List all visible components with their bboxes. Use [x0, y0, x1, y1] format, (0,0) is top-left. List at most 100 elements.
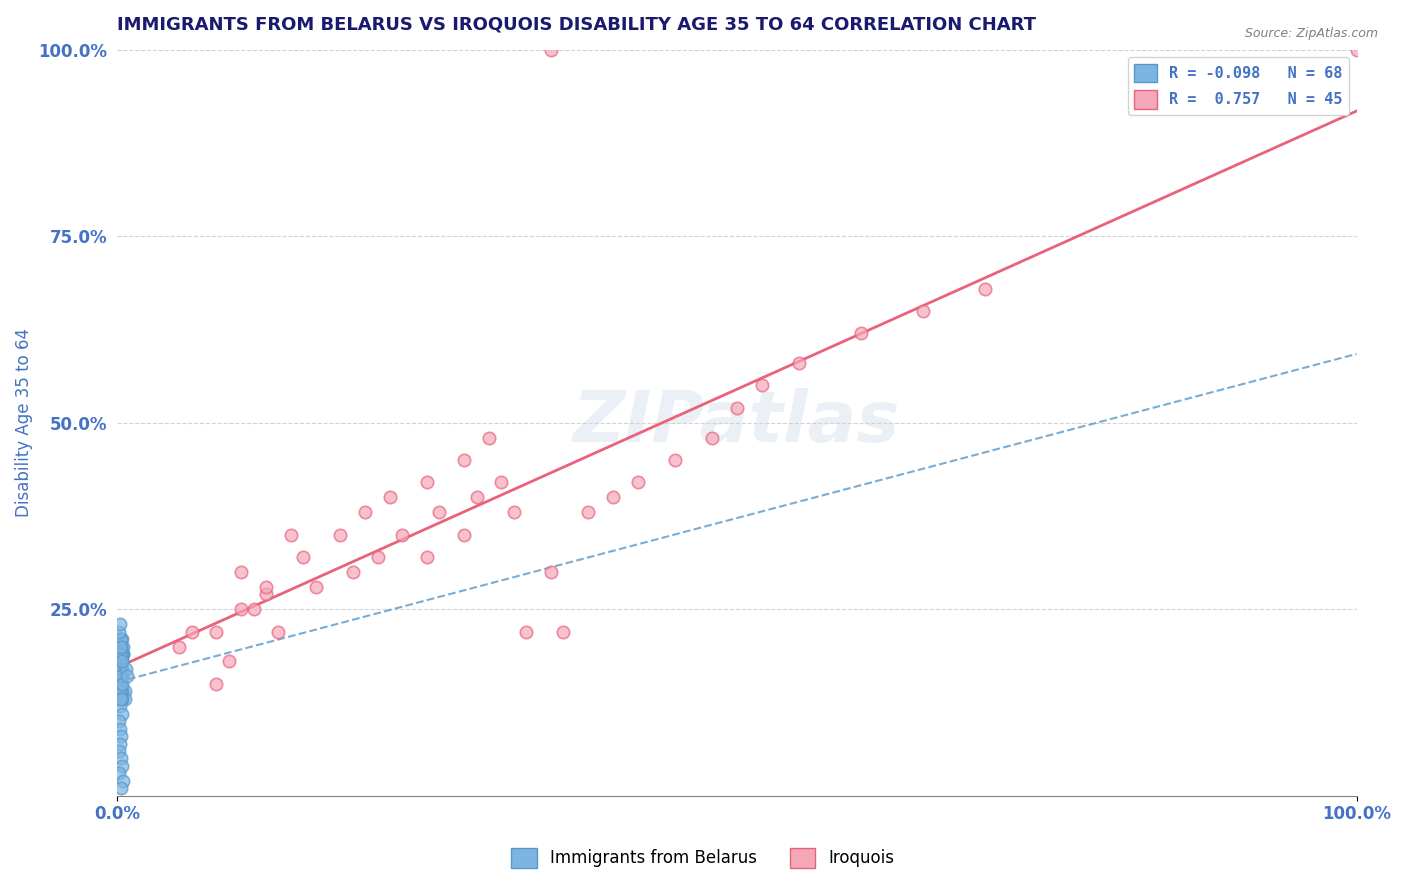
Point [378, 491, 401, 505]
Point [107, 677, 129, 691]
Point [112, 773, 135, 788]
Point [115, 662, 138, 676]
Point [416, 550, 439, 565]
Point [540, 43, 562, 57]
Point [911, 304, 934, 318]
Point [107, 766, 129, 780]
Point [218, 655, 240, 669]
Point [110, 677, 132, 691]
Point [110, 655, 132, 669]
Point [110, 662, 132, 676]
Point [111, 691, 134, 706]
Point [502, 505, 524, 519]
Y-axis label: Disability Age 35 to 64: Disability Age 35 to 64 [15, 328, 32, 517]
Point [114, 684, 136, 698]
Point [107, 714, 129, 728]
Point [107, 655, 129, 669]
Point [108, 669, 131, 683]
Point [111, 655, 134, 669]
Point [465, 491, 488, 505]
Point [664, 453, 686, 467]
Point [110, 640, 132, 654]
Point [453, 527, 475, 541]
Point [108, 699, 131, 714]
Point [973, 281, 995, 295]
Point [391, 527, 413, 541]
Point [108, 655, 131, 669]
Point [110, 669, 132, 683]
Point [110, 781, 132, 796]
Point [107, 662, 129, 676]
Point [231, 565, 253, 579]
Point [231, 602, 253, 616]
Point [108, 684, 131, 698]
Point [254, 587, 277, 601]
Point [254, 580, 277, 594]
Point [111, 684, 134, 698]
Text: ZIPatlas: ZIPatlas [574, 388, 901, 458]
Point [553, 624, 575, 639]
Point [108, 632, 131, 646]
Point [111, 647, 134, 661]
Point [108, 662, 131, 676]
Point [107, 744, 129, 758]
Point [111, 655, 134, 669]
Point [108, 669, 131, 683]
Point [429, 505, 451, 519]
Point [515, 624, 537, 639]
Point [108, 640, 131, 654]
Point [342, 565, 364, 579]
Point [304, 580, 326, 594]
Point [849, 326, 872, 341]
Point [205, 624, 228, 639]
Point [110, 647, 132, 661]
Point [108, 632, 131, 646]
Point [354, 505, 377, 519]
Point [725, 401, 748, 415]
Point [627, 475, 650, 490]
Point [416, 475, 439, 490]
Point [107, 691, 129, 706]
Point [110, 691, 132, 706]
Legend: R = -0.098   N = 68, R =  0.757   N = 45: R = -0.098 N = 68, R = 0.757 N = 45 [1128, 57, 1348, 114]
Point [540, 565, 562, 579]
Point [110, 655, 132, 669]
Point [110, 662, 132, 676]
Point [576, 505, 599, 519]
Point [108, 691, 131, 706]
Point [114, 691, 136, 706]
Point [110, 751, 132, 765]
Point [115, 669, 138, 683]
Point [167, 640, 190, 654]
Point [787, 356, 810, 370]
Point [107, 684, 129, 698]
Point [107, 624, 129, 639]
Point [242, 602, 264, 616]
Point [478, 431, 501, 445]
Point [700, 431, 723, 445]
Point [108, 722, 131, 736]
Point [453, 453, 475, 467]
Point [111, 669, 134, 683]
Point [292, 550, 315, 565]
Point [108, 669, 131, 683]
Point [111, 759, 134, 773]
Point [112, 647, 135, 661]
Text: IMMIGRANTS FROM BELARUS VS IROQUOIS DISABILITY AGE 35 TO 64 CORRELATION CHART: IMMIGRANTS FROM BELARUS VS IROQUOIS DISA… [117, 15, 1036, 33]
Point [111, 677, 134, 691]
Point [111, 632, 134, 646]
Point [1346, 43, 1368, 57]
Point [180, 624, 202, 639]
Point [107, 677, 129, 691]
Point [367, 550, 389, 565]
Point [491, 475, 513, 490]
Point [280, 527, 302, 541]
Point [205, 677, 228, 691]
Point [108, 737, 131, 751]
Point [267, 624, 290, 639]
Point [110, 640, 132, 654]
Point [602, 491, 624, 505]
Point [108, 617, 131, 632]
Point [107, 632, 129, 646]
Point [111, 662, 134, 676]
